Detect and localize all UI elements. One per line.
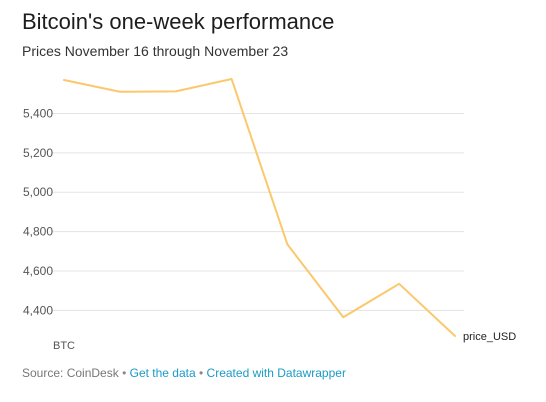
datawrapper-link[interactable]: Created with Datawrapper [206, 366, 346, 380]
y-tick-label: 5,000 [23, 185, 53, 199]
y-tick-label: 4,600 [23, 264, 53, 278]
series-line [63, 77, 456, 337]
y-tick-label: 5,400 [23, 106, 53, 120]
y-tick-label: 4,800 [23, 225, 53, 239]
chart-subtitle: Prices November 16 through November 23 [22, 43, 289, 59]
chart-title: Bitcoin's one-week performance [22, 9, 335, 34]
y-tick-label: 5,200 [23, 146, 53, 160]
y-tick-label: 4,400 [23, 303, 53, 317]
axis-label: BTC [53, 340, 75, 352]
series-label: price_USD [463, 331, 516, 343]
footer-separator: • [199, 366, 204, 380]
source-label: Source: CoinDesk [22, 366, 119, 380]
footer-separator: • [122, 366, 127, 380]
footer: Source: CoinDesk • Get the data • Create… [22, 366, 346, 380]
get-data-link[interactable]: Get the data [129, 366, 196, 380]
